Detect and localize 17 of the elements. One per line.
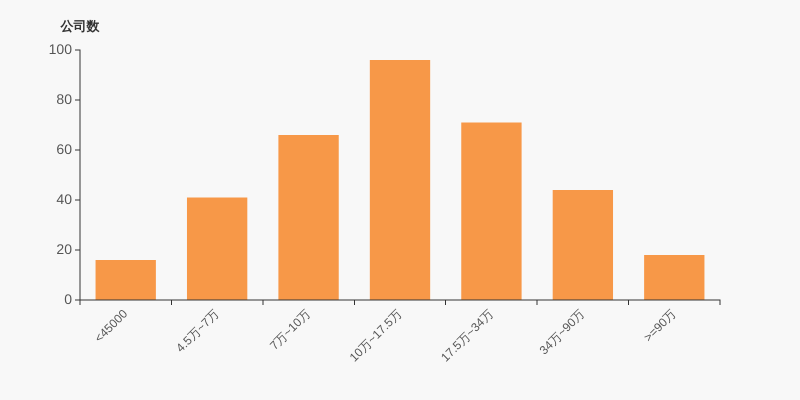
- y-tick-label: 100: [48, 40, 72, 57]
- y-tick-label: 20: [56, 240, 72, 257]
- y-axis-title: 公司数: [60, 18, 100, 34]
- bar: [644, 255, 704, 300]
- x-tick-label: 4.5万~7万: [173, 306, 222, 356]
- x-tick-label: 34万~90万: [536, 306, 588, 358]
- y-tick-label: 80: [56, 90, 72, 107]
- bar: [278, 135, 339, 300]
- y-tick-label: 60: [56, 140, 72, 157]
- bar: [461, 122, 522, 300]
- x-tick-label: 7万~10万: [267, 306, 314, 353]
- bar: [552, 190, 614, 300]
- bar: [370, 60, 430, 300]
- bar: [186, 198, 248, 300]
- y-tick-label: 0: [64, 290, 72, 307]
- y-tick-label: 40: [56, 190, 72, 207]
- bar: [96, 260, 156, 300]
